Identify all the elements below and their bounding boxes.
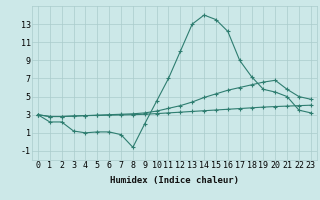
X-axis label: Humidex (Indice chaleur): Humidex (Indice chaleur) — [110, 176, 239, 185]
